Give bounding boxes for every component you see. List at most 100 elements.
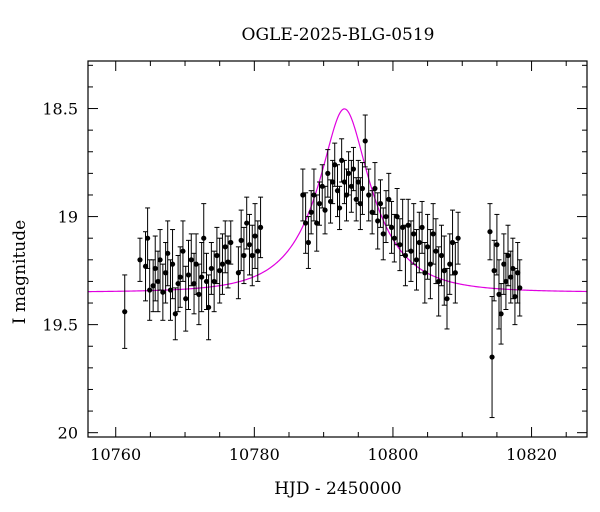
data-marker xyxy=(341,179,348,185)
data-point-76 xyxy=(377,179,384,228)
data-marker xyxy=(246,242,253,248)
data-marker xyxy=(405,222,411,228)
data-point-66 xyxy=(350,146,357,192)
data-marker xyxy=(375,218,381,224)
data-point-35 xyxy=(225,235,231,289)
data-marker xyxy=(300,192,306,198)
data-point-118 xyxy=(517,259,523,317)
data-marker xyxy=(411,231,417,237)
data-point-47 xyxy=(303,192,309,254)
data-point-55 xyxy=(325,149,331,198)
data-marker xyxy=(444,296,450,302)
data-point-42 xyxy=(249,224,255,287)
data-marker xyxy=(205,304,212,310)
data-marker xyxy=(362,138,368,144)
data-marker xyxy=(517,285,523,291)
data-marker xyxy=(155,278,161,285)
data-point-104 xyxy=(455,211,461,265)
data-point-30 xyxy=(211,250,217,313)
data-point-105 xyxy=(487,203,493,261)
data-marker xyxy=(441,268,447,274)
data-point-54 xyxy=(322,185,328,235)
data-point-19 xyxy=(183,265,189,332)
data-marker xyxy=(188,257,194,263)
data-point-32 xyxy=(217,237,223,304)
data-marker xyxy=(252,233,258,239)
data-marker xyxy=(147,287,153,293)
data-point-97 xyxy=(436,246,442,317)
data-marker xyxy=(345,170,352,176)
data-marker xyxy=(332,162,338,168)
data-point-7 xyxy=(152,235,158,302)
data-marker xyxy=(191,280,197,287)
data-marker xyxy=(208,265,214,272)
data-marker xyxy=(402,252,409,259)
data-marker xyxy=(422,270,428,276)
data-marker xyxy=(160,289,166,295)
data-point-70 xyxy=(359,162,366,215)
data-marker xyxy=(327,198,334,205)
data-marker xyxy=(427,261,433,267)
data-marker xyxy=(199,274,205,280)
data-point-83 xyxy=(397,218,403,272)
data-point-80 xyxy=(388,200,395,254)
data-point-71 xyxy=(362,114,368,168)
data-marker xyxy=(137,257,143,263)
data-point-15 xyxy=(172,287,178,341)
data-point-1 xyxy=(122,274,128,349)
data-marker xyxy=(433,248,439,254)
x-tick-label: 10820 xyxy=(506,445,557,464)
data-point-18 xyxy=(180,220,186,282)
y-tick-label: 19 xyxy=(58,208,78,227)
data-marker xyxy=(512,293,518,300)
data-point-99 xyxy=(441,235,447,306)
data-point-24 xyxy=(196,263,202,326)
data-marker xyxy=(222,244,228,250)
data-marker xyxy=(455,235,461,241)
data-marker xyxy=(214,252,220,259)
data-marker xyxy=(193,261,199,267)
data-point-85 xyxy=(402,224,409,287)
data-marker xyxy=(180,248,186,254)
data-point-86 xyxy=(405,198,411,252)
data-marker xyxy=(348,183,354,189)
data-point-103 xyxy=(452,242,458,304)
data-point-28 xyxy=(205,274,212,341)
data-marker xyxy=(508,274,514,280)
data-point-81 xyxy=(391,213,397,263)
data-marker xyxy=(430,231,436,237)
data-marker xyxy=(436,278,442,285)
data-marker xyxy=(408,248,414,254)
data-marker xyxy=(383,213,389,220)
data-marker xyxy=(438,252,445,259)
axis-ticks xyxy=(88,61,587,437)
data-marker xyxy=(303,220,309,226)
data-marker xyxy=(391,235,397,241)
data-marker xyxy=(311,192,317,198)
data-point-98 xyxy=(438,224,445,287)
data-marker xyxy=(357,201,363,207)
data-marker xyxy=(355,179,361,185)
x-tick-label: 10760 xyxy=(90,445,141,464)
data-marker xyxy=(172,311,178,317)
data-marker xyxy=(163,270,169,276)
data-marker xyxy=(314,220,320,226)
data-marker xyxy=(244,220,250,226)
data-marker xyxy=(359,185,366,192)
data-point-21 xyxy=(188,233,194,287)
data-point-20 xyxy=(185,239,192,311)
data-point-82 xyxy=(394,187,400,246)
data-marker xyxy=(424,244,431,250)
data-marker xyxy=(152,265,158,272)
data-point-12 xyxy=(165,220,171,287)
data-marker xyxy=(489,354,495,360)
x-axis-title: HJD - 2450000 xyxy=(274,479,402,499)
data-point-26 xyxy=(201,203,207,274)
data-marker xyxy=(336,205,343,211)
data-point-49 xyxy=(308,190,314,235)
tick-labels: 10760 10780 10800 10820 18.5 19 19.5 20 xyxy=(42,100,557,464)
y-tick-label: 19.5 xyxy=(42,316,78,335)
data-point-113 xyxy=(505,224,511,287)
data-marker xyxy=(316,201,323,207)
data-marker xyxy=(353,196,359,202)
